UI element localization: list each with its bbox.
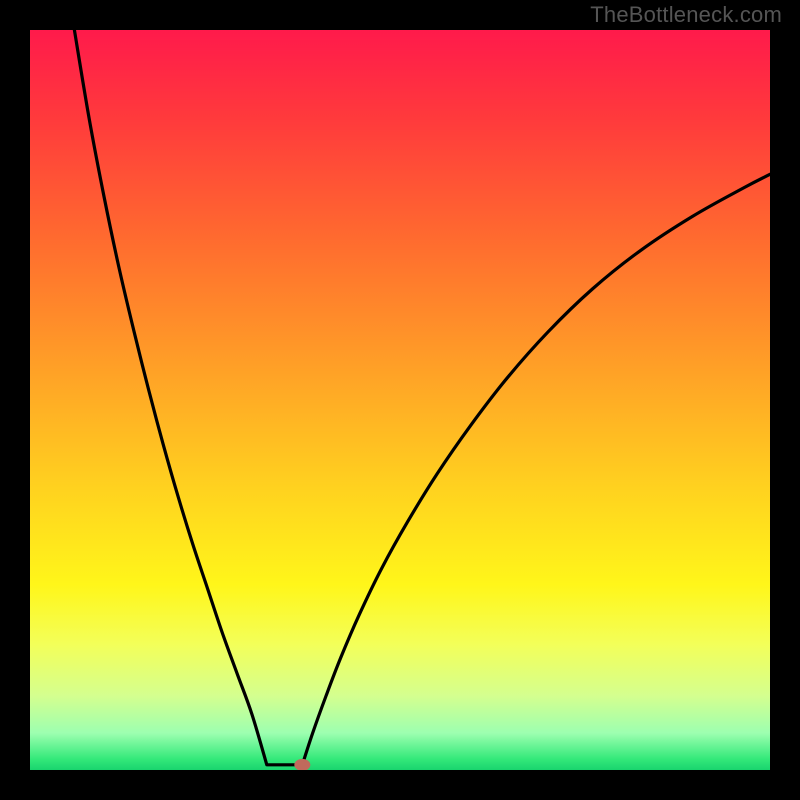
- chart-svg: [30, 30, 770, 770]
- watermark-text: TheBottleneck.com: [590, 2, 782, 28]
- plot-area: [30, 30, 770, 770]
- gradient-background: [30, 30, 770, 770]
- figure-frame: TheBottleneck.com: [0, 0, 800, 800]
